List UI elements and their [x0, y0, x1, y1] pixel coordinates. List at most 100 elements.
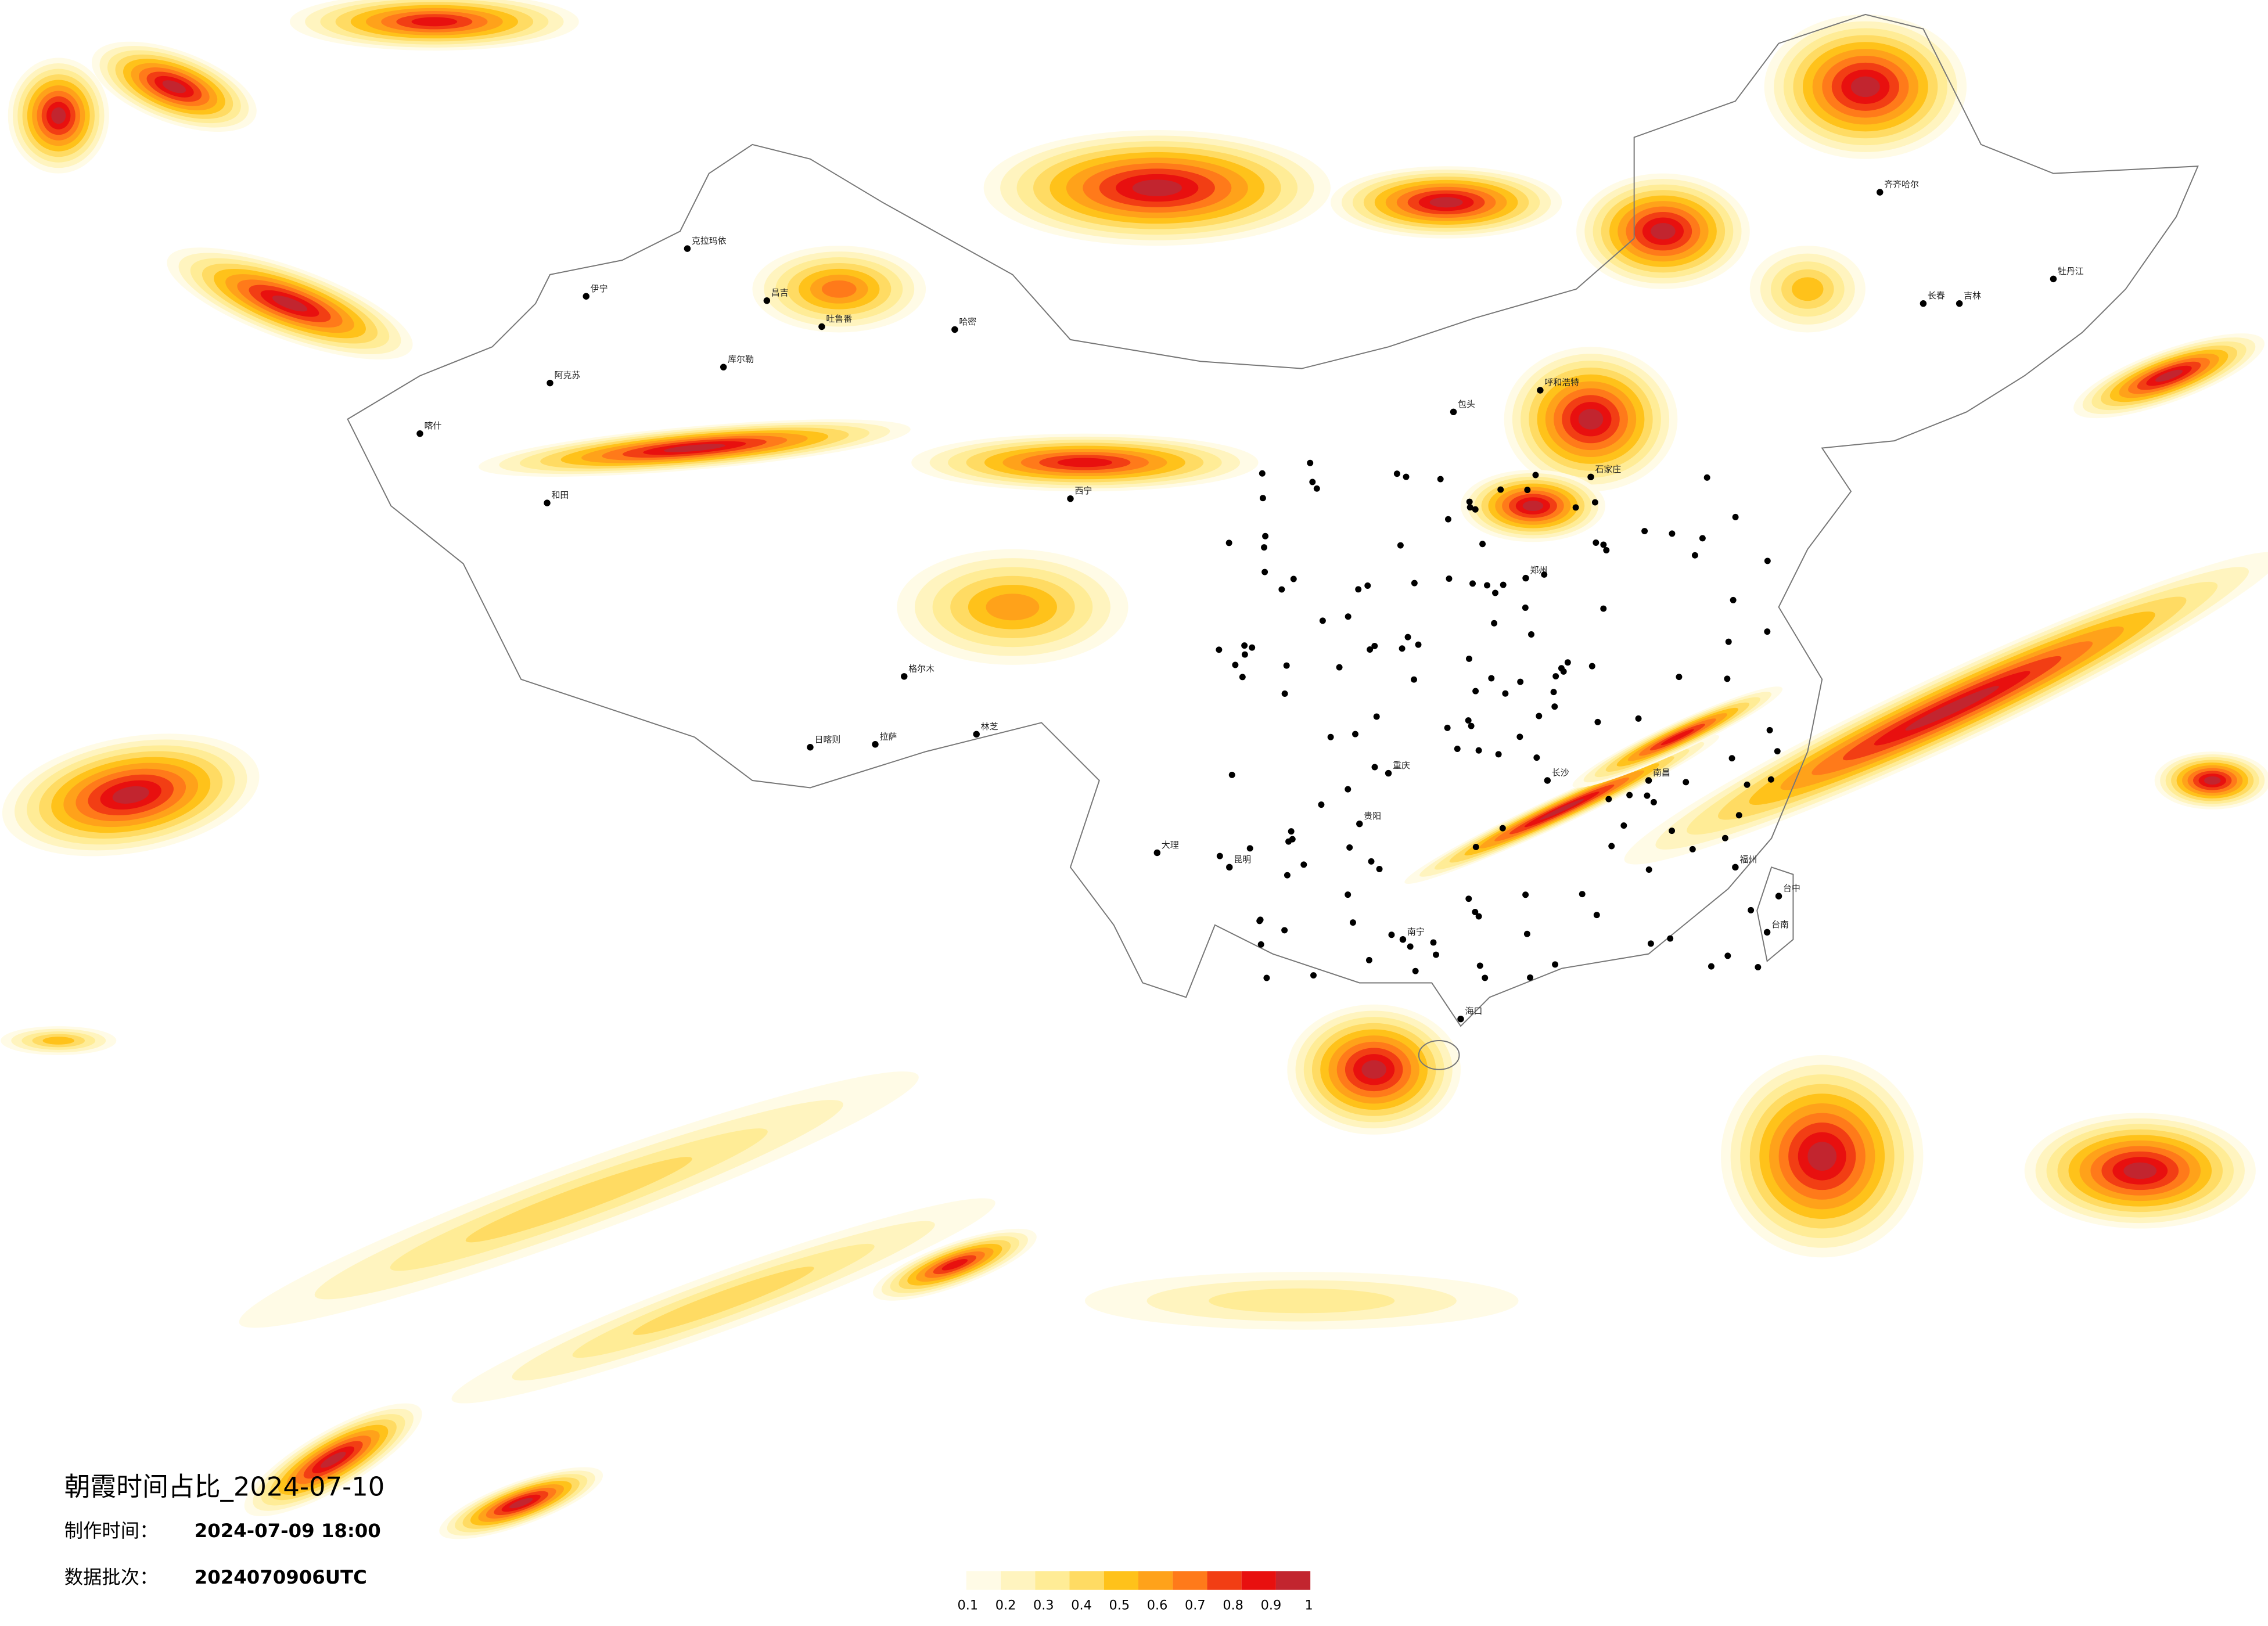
city-dot — [1289, 836, 1296, 843]
city-dot — [1550, 689, 1557, 696]
city-dot — [1920, 300, 1927, 307]
city-dot — [1552, 961, 1559, 968]
city-dot — [1345, 891, 1352, 898]
city-dot — [1256, 918, 1263, 924]
city-dot — [1721, 834, 1728, 841]
city-dot — [1385, 769, 1392, 777]
colorbar-tick-label: 1 — [1305, 1598, 1313, 1613]
colorbar-swatch — [1207, 1571, 1242, 1590]
city-dot — [1257, 941, 1264, 948]
city-label: 重庆 — [1393, 760, 1410, 771]
city-dot — [1397, 542, 1404, 549]
heat-patch — [465, 1157, 692, 1243]
city-dot — [1732, 513, 1739, 520]
city-dot — [1683, 779, 1690, 786]
city-dot — [1522, 574, 1529, 582]
city-dot — [1620, 822, 1627, 829]
city-label: 长春 — [1928, 290, 1945, 301]
city-dot — [1764, 628, 1771, 635]
city-label: 长沙 — [1552, 768, 1569, 778]
city-dot — [1349, 919, 1356, 926]
city-label: 林芝 — [981, 721, 998, 732]
city-dot — [1744, 781, 1751, 788]
heat-patch — [1905, 686, 1999, 731]
city-dot — [1467, 504, 1473, 511]
city-dot — [1956, 300, 1963, 307]
city-dot — [1725, 638, 1732, 645]
city-dot — [1877, 189, 1884, 196]
city-dot — [1476, 962, 1483, 969]
city-label: 台南 — [1771, 919, 1789, 930]
heat-patch — [1539, 798, 1584, 821]
heat-patch — [2155, 369, 2183, 382]
city-dot — [1468, 722, 1475, 729]
city-dot — [1309, 479, 1316, 485]
city-dot — [973, 731, 980, 738]
city-dot — [1365, 956, 1372, 963]
heat-patch — [1361, 1060, 1386, 1079]
heat-patch — [1522, 501, 1544, 511]
city-dot — [720, 364, 727, 370]
colorbar-tick-label: 0.8 — [1223, 1598, 1243, 1613]
city-dot — [1645, 866, 1652, 873]
colorbar-swatch — [1138, 1571, 1173, 1590]
heat-patch — [632, 1267, 814, 1335]
heat-patch — [1807, 1142, 1837, 1171]
city-dot — [1524, 487, 1531, 494]
city-dot — [1558, 665, 1565, 672]
city-dot — [1261, 544, 1268, 551]
city-dot — [1500, 581, 1507, 588]
city-dot — [1517, 678, 1524, 685]
city-dot — [1300, 861, 1307, 868]
city-label: 库尔勒 — [728, 354, 754, 365]
city-dot — [1724, 675, 1731, 682]
heat-patch — [509, 1498, 533, 1509]
city-dot — [1446, 575, 1453, 582]
city-dot — [1774, 748, 1781, 755]
city-dot — [1669, 828, 1676, 834]
city-label: 石家庄 — [1595, 464, 1621, 474]
city-dot — [1472, 688, 1479, 695]
colorbar-swatch — [1241, 1571, 1276, 1590]
colorbar-swatch — [1069, 1571, 1104, 1590]
heat-patch — [272, 295, 308, 312]
city-dot — [1261, 569, 1268, 575]
city-dot — [1588, 663, 1595, 670]
city-label: 牡丹江 — [2058, 266, 2084, 276]
city-dot — [1364, 582, 1371, 589]
city-label: 昌吉 — [771, 287, 789, 298]
city-dot — [1748, 906, 1755, 913]
city-dot — [1732, 864, 1739, 871]
city-dot — [1465, 655, 1472, 662]
city-dot — [1730, 596, 1737, 603]
city-dot — [1645, 777, 1652, 784]
colorbar-tick-label: 0.4 — [1071, 1598, 1092, 1613]
city-dot — [1650, 798, 1657, 805]
city-dot — [1594, 718, 1601, 725]
heat-patch — [320, 1451, 346, 1468]
city-dot — [1216, 646, 1223, 653]
city-label: 齐齐哈尔 — [1884, 179, 1919, 190]
city-label: 阿克苏 — [554, 370, 580, 380]
city-dot — [1283, 662, 1290, 669]
city-dot — [1537, 387, 1544, 394]
city-dot — [1290, 575, 1297, 582]
city-dot — [1533, 754, 1540, 761]
city-dot — [1551, 703, 1558, 710]
heat-patch — [411, 17, 458, 27]
heat-patch — [51, 107, 66, 124]
city-dot — [1766, 726, 1773, 733]
colorbar-tick-label: 0.9 — [1261, 1598, 1282, 1613]
colorbar-swatch — [1275, 1571, 1311, 1590]
city-dot — [1479, 541, 1486, 548]
city-dot — [1495, 751, 1502, 758]
heat-patch — [1578, 409, 1604, 430]
city-dot — [1587, 473, 1594, 481]
city-dot — [1067, 495, 1074, 502]
city-dot — [1371, 642, 1378, 649]
city-dot — [1600, 541, 1607, 548]
city-label: 吐鲁番 — [826, 314, 852, 324]
city-label: 昆明 — [1234, 854, 1251, 865]
colorbar-swatch — [1035, 1571, 1070, 1590]
colorbar-tick-label: 0.7 — [1185, 1598, 1206, 1613]
